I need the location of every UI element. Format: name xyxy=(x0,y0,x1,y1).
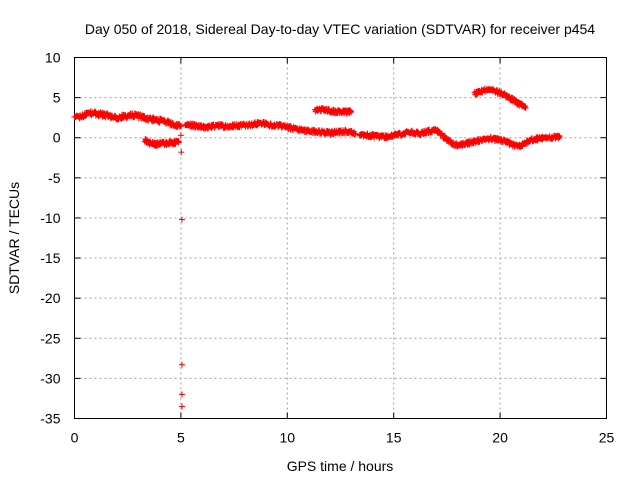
data-point xyxy=(177,132,184,139)
chart-title: Day 050 of 2018, Sidereal Day-to-day VTE… xyxy=(85,21,595,37)
y-tick-label: -30 xyxy=(40,370,60,386)
data-points xyxy=(71,85,563,410)
data-point xyxy=(352,130,359,137)
data-point xyxy=(347,108,354,115)
y-tick-label: 0 xyxy=(53,130,61,146)
x-tick-label: 0 xyxy=(71,430,79,446)
data-point xyxy=(178,216,185,223)
axis-ticks: 0 5 10 15 20 25 10 5 0 -5 -10 -15 -20 -25 -30 -35 xyxy=(40,50,614,446)
grid-lines xyxy=(74,57,607,419)
y-axis-label: SDTVAR / TECUs xyxy=(6,182,22,294)
data-point xyxy=(178,149,185,156)
data-point xyxy=(175,139,182,146)
y-tick-label: -5 xyxy=(48,170,61,186)
data-point xyxy=(178,403,185,410)
data-point xyxy=(348,109,355,116)
data-point xyxy=(522,105,529,112)
y-tick-label: -35 xyxy=(40,411,60,427)
x-tick-label: 25 xyxy=(599,430,615,446)
data-point xyxy=(178,361,185,368)
data-point xyxy=(178,391,185,398)
y-tick-label: -25 xyxy=(40,330,60,346)
x-tick-label: 15 xyxy=(386,430,402,446)
data-point xyxy=(556,133,563,140)
plot-frame xyxy=(74,57,607,419)
y-tick-label: -15 xyxy=(40,250,60,266)
y-tick-label: -20 xyxy=(40,290,60,306)
x-tick-label: 10 xyxy=(280,430,296,446)
data-point xyxy=(556,132,563,139)
x-tick-label: 20 xyxy=(492,430,508,446)
x-axis-label: GPS time / hours xyxy=(287,458,394,474)
y-tick-label: -10 xyxy=(40,210,60,226)
y-tick-label: 10 xyxy=(45,50,61,66)
x-tick-label: 5 xyxy=(177,430,185,446)
y-tick-label: 5 xyxy=(53,90,61,106)
data-point xyxy=(521,103,528,110)
